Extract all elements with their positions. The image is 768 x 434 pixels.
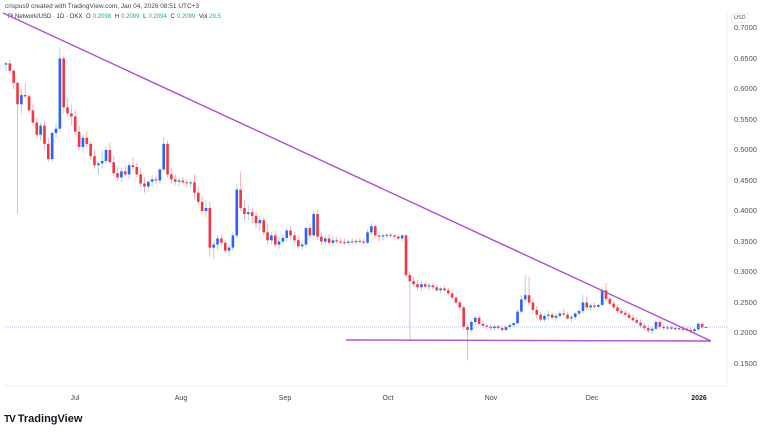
volume-value: 29.5 [209, 14, 221, 20]
volume-label: Vol [198, 14, 208, 20]
low-value: 0.2094 [148, 14, 167, 20]
close-label: C [170, 14, 175, 20]
price-tick: 0.3000 [734, 267, 757, 276]
currency-label: USD [731, 13, 749, 23]
price-tick: 0.2000 [734, 328, 757, 337]
tradingview-logo-icon: TV [4, 413, 16, 425]
tradingview-logo-text: TradingView [17, 413, 83, 425]
symbol-legend: Pi Network/USD · 1D · OKX O 0.2098 H 0.209… [8, 14, 223, 20]
symbol-title[interactable]: Pi Network/USD · 1D · OKX [8, 14, 83, 20]
price-tick: 0.4000 [734, 206, 757, 215]
tradingview-logo: TV TradingView [4, 413, 82, 425]
time-tick: Nov [484, 395, 498, 402]
time-tick: Oct [382, 395, 394, 402]
price-tick: 0.1500 [734, 358, 757, 368]
high-label: H [114, 14, 120, 20]
price-tick: 0.4500 [734, 175, 757, 185]
support-line[interactable] [345, 339, 712, 342]
open-label: O [86, 14, 91, 20]
high-value: 0.2099 [121, 14, 140, 20]
price-tick: 0.5000 [734, 145, 757, 154]
price-tick: 0.6500 [734, 53, 757, 63]
open-value: 0.2098 [92, 14, 112, 20]
candles-group [4, 47, 708, 361]
low-label: L [143, 14, 147, 20]
chart-credit: crispus9 created with TradingView.com, J… [5, 3, 200, 10]
price-tick: 0.6000 [734, 84, 757, 93]
time-tick: Dec [585, 395, 599, 402]
price-tick: 0.7000 [734, 23, 757, 32]
time-tick: Aug [174, 395, 188, 402]
time-tick: Jul [70, 395, 80, 402]
price-tick: 0.5500 [734, 114, 757, 124]
time-tick: Sep [278, 395, 292, 402]
close-value: 0.2099 [176, 14, 196, 20]
time-tick: 2026 [691, 395, 707, 402]
resistance-trendline[interactable] [2, 12, 712, 342]
price-tick: 0.3500 [734, 236, 757, 246]
price-tick: 0.2500 [734, 297, 757, 307]
